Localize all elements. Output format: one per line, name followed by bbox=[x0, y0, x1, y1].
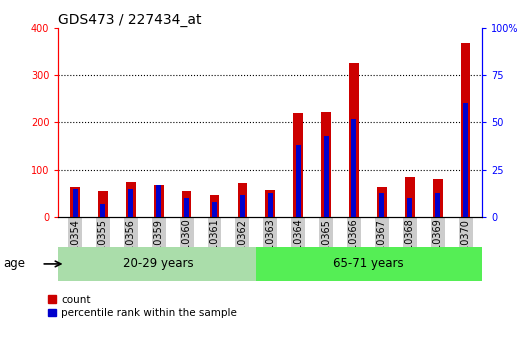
Bar bbox=[257, 247, 482, 281]
Bar bbox=[377, 187, 387, 217]
Bar bbox=[296, 145, 301, 217]
Bar bbox=[73, 189, 77, 217]
Bar bbox=[240, 195, 245, 217]
Bar bbox=[182, 191, 191, 217]
Bar bbox=[100, 204, 105, 217]
Bar bbox=[58, 247, 257, 281]
Bar bbox=[266, 190, 275, 217]
Bar bbox=[435, 193, 440, 217]
Bar bbox=[154, 185, 164, 217]
Bar bbox=[351, 119, 357, 217]
Bar bbox=[463, 104, 468, 217]
Bar bbox=[128, 189, 134, 217]
Bar bbox=[405, 177, 414, 217]
Bar bbox=[293, 113, 303, 217]
Bar bbox=[70, 187, 80, 217]
Bar bbox=[268, 193, 273, 217]
Text: age: age bbox=[4, 257, 25, 270]
Bar bbox=[212, 202, 217, 217]
Bar bbox=[407, 198, 412, 217]
Bar bbox=[156, 185, 161, 217]
Bar bbox=[461, 43, 471, 217]
Text: GDS473 / 227434_at: GDS473 / 227434_at bbox=[58, 12, 202, 27]
Legend: count, percentile rank within the sample: count, percentile rank within the sample bbox=[48, 295, 237, 318]
Bar bbox=[324, 136, 329, 217]
Bar bbox=[237, 183, 248, 217]
Text: 65-71 years: 65-71 years bbox=[333, 257, 403, 270]
Bar bbox=[126, 182, 136, 217]
Bar bbox=[210, 195, 219, 217]
Bar bbox=[98, 191, 108, 217]
Bar bbox=[184, 198, 189, 217]
Text: 20-29 years: 20-29 years bbox=[123, 257, 194, 270]
Bar bbox=[379, 193, 384, 217]
Bar bbox=[433, 179, 443, 217]
Bar bbox=[321, 112, 331, 217]
Bar bbox=[349, 63, 359, 217]
